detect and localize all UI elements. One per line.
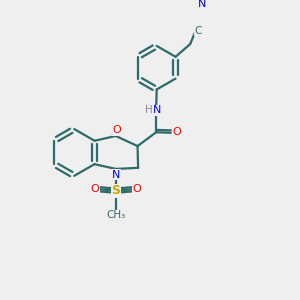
Text: N: N [198, 0, 206, 9]
Text: O: O [112, 125, 121, 135]
Text: CH₃: CH₃ [106, 210, 125, 220]
Text: N: N [152, 105, 161, 115]
Text: H: H [145, 105, 153, 115]
Text: C: C [194, 26, 202, 36]
Text: S: S [111, 184, 120, 197]
Text: O: O [132, 184, 141, 194]
Text: O: O [91, 184, 99, 194]
Text: N: N [112, 170, 121, 180]
Text: O: O [172, 127, 181, 137]
